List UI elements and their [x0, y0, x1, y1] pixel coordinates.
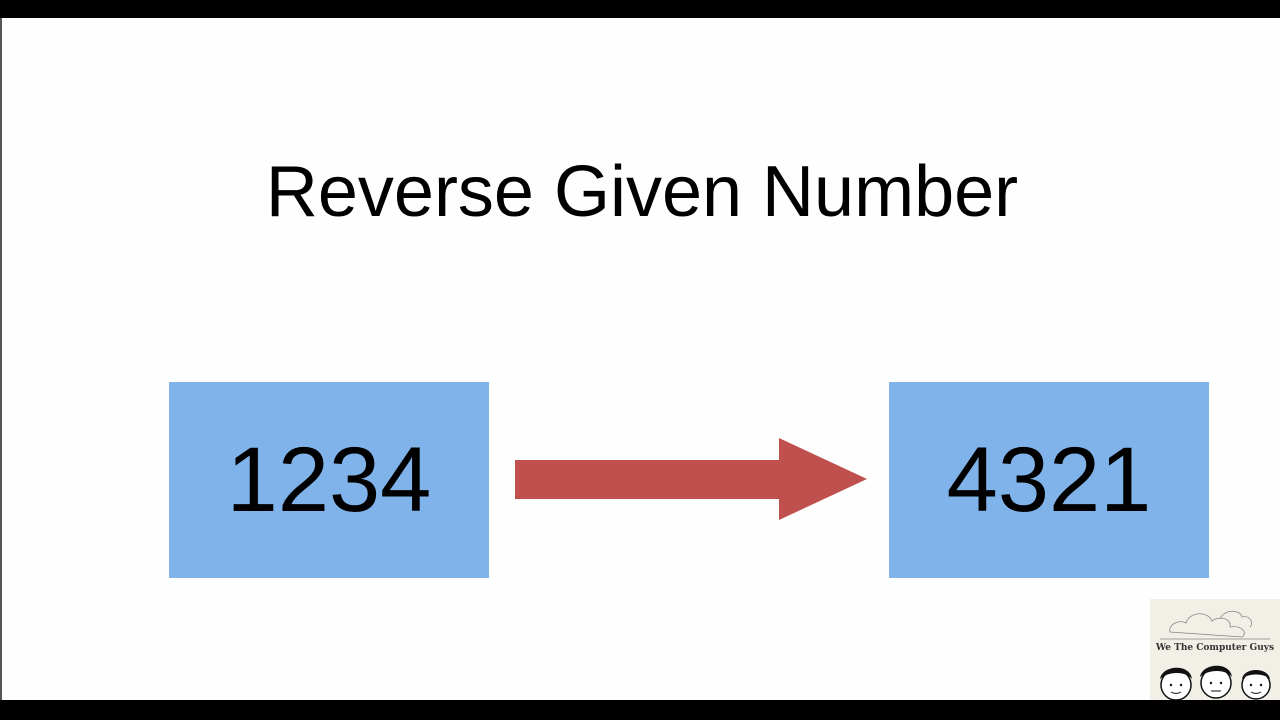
- slide: Reverse Given Number 1234 4321: [0, 18, 1280, 700]
- slide-title: Reverse Given Number: [265, 152, 1019, 232]
- input-number-box: 1234: [169, 382, 489, 578]
- arrow-right-icon: [515, 438, 867, 520]
- logo-text: We The Computer Guys: [1155, 643, 1275, 653]
- channel-logo: We The Computer Guys: [1150, 599, 1280, 701]
- logo-drawing-icon: [1160, 610, 1271, 701]
- output-number: 4321: [946, 428, 1152, 531]
- output-number-box: 4321: [889, 382, 1209, 578]
- input-number: 1234: [226, 428, 432, 531]
